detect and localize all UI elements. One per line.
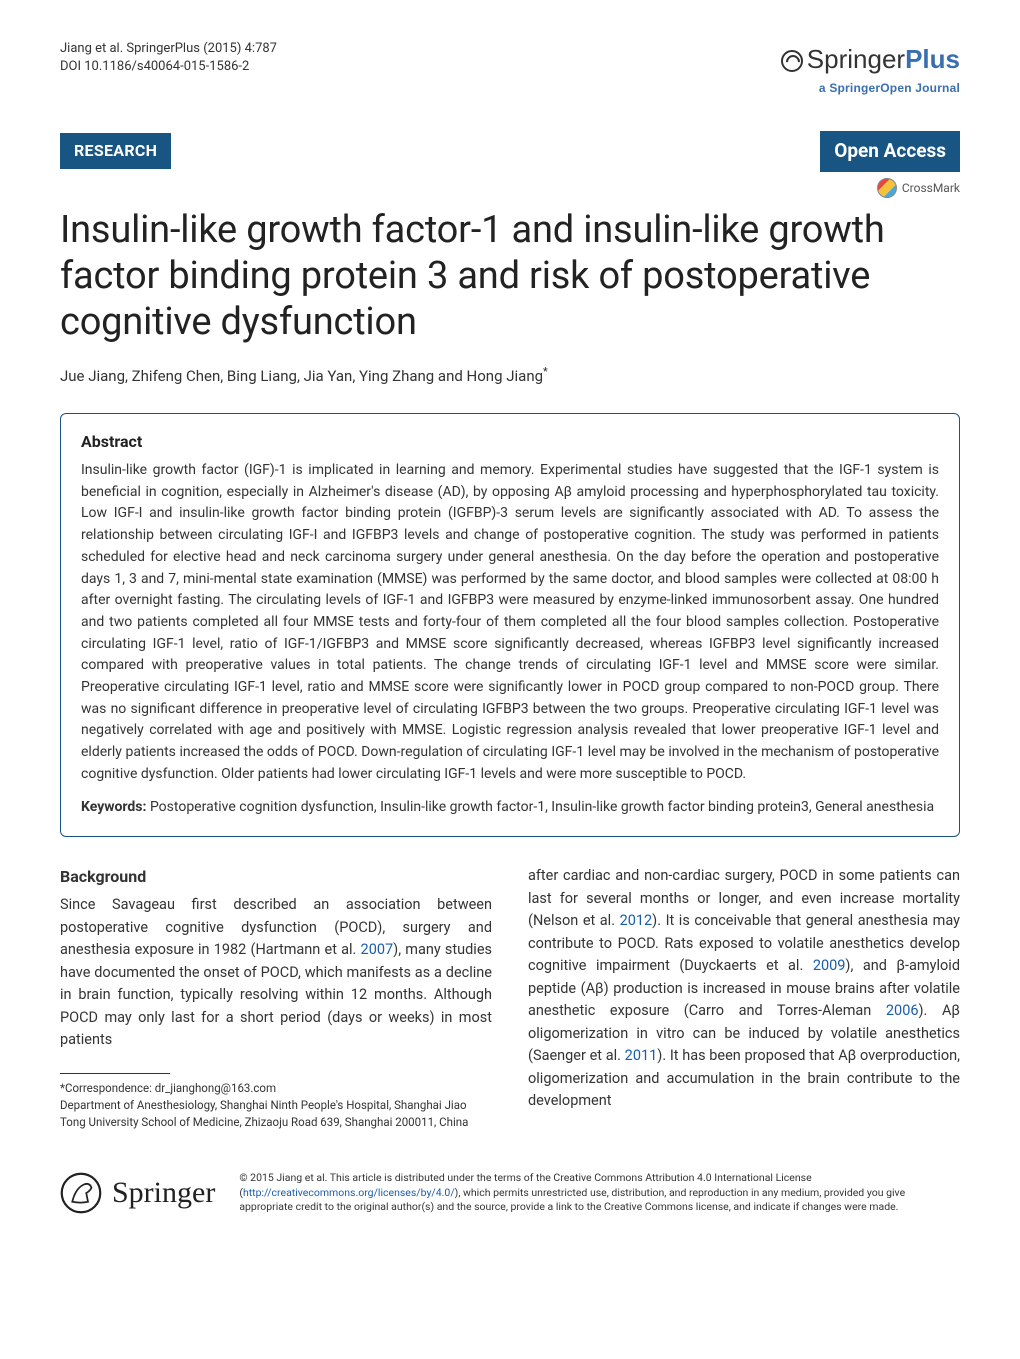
footnote-rule [60, 1073, 170, 1074]
body-columns: Background Since Savageau first describe… [60, 865, 960, 1130]
header-row: Jiang et al. SpringerPlus (2015) 4:787 D… [60, 40, 960, 97]
authors: Jue Jiang, Zhifeng Chen, Bing Liang, Jia… [60, 364, 960, 388]
journal-name: SpringerPlus [781, 40, 960, 79]
keywords-label: Keywords: [81, 799, 146, 815]
ref-nelson-2012[interactable]: 2012 [620, 912, 653, 929]
crossmark-link[interactable]: CrossMark [877, 178, 960, 198]
crossmark-label: CrossMark [902, 179, 960, 197]
background-heading: Background [60, 865, 492, 890]
springer-icon [781, 50, 803, 72]
doi-line: DOI 10.1186/s40064-015-1586-2 [60, 58, 277, 76]
journal-name-prefix: Springer [807, 44, 905, 74]
citation-line: Jiang et al. SpringerPlus (2015) 4:787 [60, 40, 277, 58]
background-paragraph-1: Since Savageau first described an associ… [60, 894, 492, 1051]
journal-brand: SpringerPlus a SpringerOpen Journal [781, 40, 960, 97]
springer-horse-icon [60, 1172, 102, 1214]
ref-carro-2006[interactable]: 2006 [886, 1002, 919, 1019]
license-text: © 2015 Jiang et al. This article is dist… [239, 1171, 960, 1215]
abstract-text: Insulin-like growth factor (IGF)-1 is im… [81, 460, 939, 785]
crossmark-row: CrossMark [60, 178, 960, 205]
citation-block: Jiang et al. SpringerPlus (2015) 4:787 D… [60, 40, 277, 76]
publisher-name: Springer [112, 1170, 215, 1215]
affiliation: Department of Anesthesiology, Shanghai N… [60, 1098, 468, 1129]
corresponding-marker: * [543, 365, 548, 378]
footer: Springer © 2015 Jiang et al. This articl… [60, 1162, 960, 1215]
journal-name-suffix: Plus [905, 44, 960, 74]
crossmark-icon [877, 178, 897, 198]
authors-list: Jue Jiang, Zhifeng Chen, Bing Liang, Jia… [60, 367, 543, 385]
badge-row: RESEARCH Open Access [60, 131, 960, 172]
research-badge: RESEARCH [60, 133, 171, 169]
column-left: Background Since Savageau first describe… [60, 865, 492, 1130]
open-access-badge: Open Access [820, 131, 960, 172]
background-paragraph-2: after cardiac and non-cardiac surgery, P… [528, 865, 960, 1112]
publisher-logo: Springer [60, 1170, 215, 1215]
article-title: Insulin-like growth factor-1 and insulin… [60, 207, 960, 346]
column-right: after cardiac and non-cardiac surgery, P… [528, 865, 960, 1130]
license-url[interactable]: http://creativecommons.org/licenses/by/4… [243, 1186, 455, 1199]
ref-saenger-2011[interactable]: 2011 [625, 1047, 658, 1064]
page: Jiang et al. SpringerPlus (2015) 4:787 D… [0, 0, 1020, 1245]
footnote: *Correspondence: dr_jianghong@163.com De… [60, 1080, 492, 1130]
ref-duyckaerts-2009[interactable]: 2009 [813, 957, 846, 974]
correspondence-email: dr_jianghong@163.com [155, 1081, 276, 1095]
ref-hartmann-2007[interactable]: 2007 [361, 941, 394, 958]
keywords-list: Postoperative cognition dysfunction, Ins… [150, 799, 934, 815]
correspondence-label: *Correspondence: [60, 1081, 152, 1095]
abstract-box: Abstract Insulin-like growth factor (IGF… [60, 413, 960, 837]
journal-tagline: a SpringerOpen Journal [781, 79, 960, 97]
abstract-heading: Abstract [81, 430, 939, 454]
keywords: Keywords: Postoperative cognition dysfun… [81, 797, 939, 818]
